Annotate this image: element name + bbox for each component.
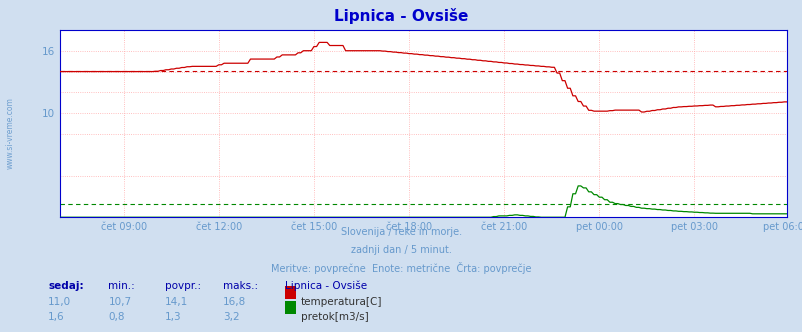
Text: Meritve: povprečne  Enote: metrične  Črta: povprečje: Meritve: povprečne Enote: metrične Črta:…	[271, 262, 531, 274]
Text: 11,0: 11,0	[48, 297, 71, 307]
Text: 1,6: 1,6	[48, 312, 65, 322]
Text: temperatura[C]: temperatura[C]	[301, 297, 382, 307]
Text: 14,1: 14,1	[164, 297, 188, 307]
Text: 1,3: 1,3	[164, 312, 181, 322]
Text: Slovenija / reke in morje.: Slovenija / reke in morje.	[341, 227, 461, 237]
Text: Lipnica - Ovsiše: Lipnica - Ovsiše	[334, 8, 468, 24]
Text: maks.:: maks.:	[223, 281, 258, 290]
Text: zadnji dan / 5 minut.: zadnji dan / 5 minut.	[350, 245, 452, 255]
Text: Lipnica - Ovsiše: Lipnica - Ovsiše	[285, 281, 367, 291]
Text: www.si-vreme.com: www.si-vreme.com	[6, 97, 15, 169]
Text: sedaj:: sedaj:	[48, 281, 83, 290]
Text: 10,7: 10,7	[108, 297, 132, 307]
Text: 0,8: 0,8	[108, 312, 125, 322]
Text: pretok[m3/s]: pretok[m3/s]	[301, 312, 368, 322]
Text: min.:: min.:	[108, 281, 135, 290]
Text: 3,2: 3,2	[223, 312, 240, 322]
Text: 16,8: 16,8	[223, 297, 246, 307]
Text: povpr.:: povpr.:	[164, 281, 200, 290]
